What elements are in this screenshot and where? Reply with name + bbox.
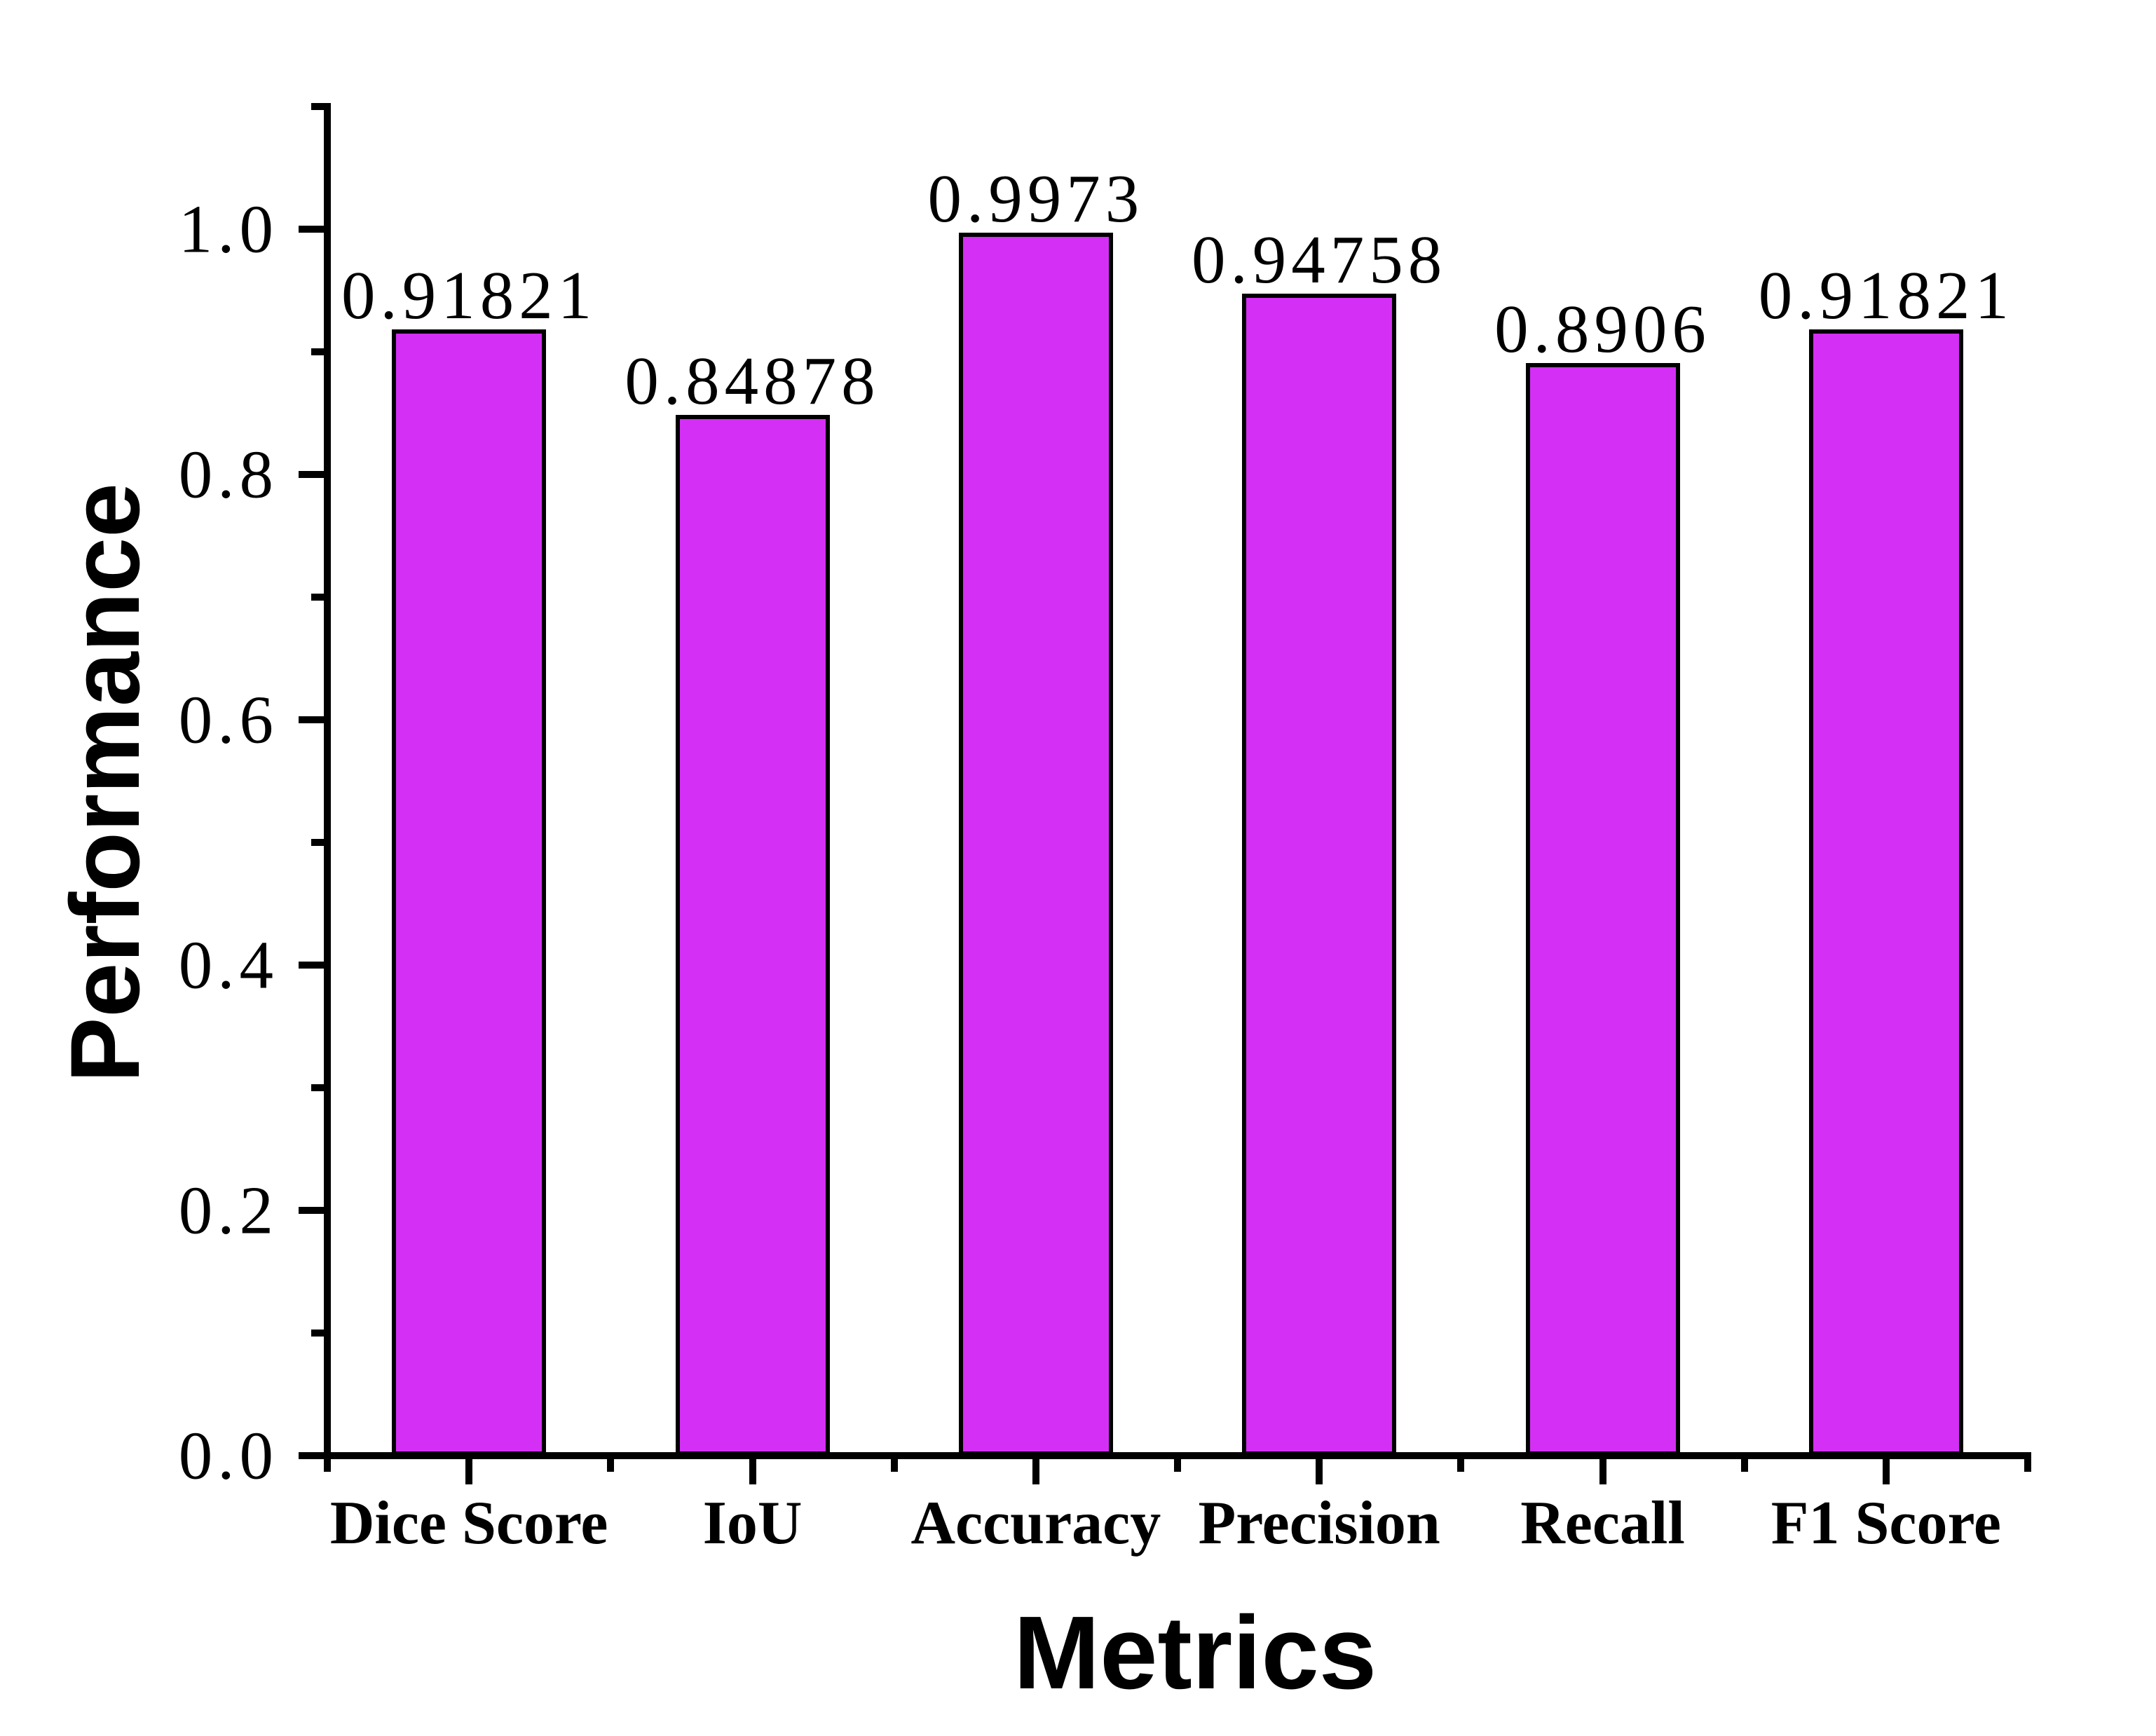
y-major-tick	[299, 471, 327, 478]
y-major-tick	[299, 716, 327, 723]
bar-iou	[675, 414, 830, 1456]
bar-value-label-accuracy: 0.9973	[927, 160, 1145, 236]
x-category-label-accuracy: Accuracy	[910, 1489, 1161, 1557]
x-major-tick	[1032, 1452, 1039, 1484]
x-category-label-iou: IoU	[702, 1489, 803, 1557]
y-minor-tick	[311, 1330, 327, 1337]
y-tick-label: 0.4	[178, 927, 278, 1003]
x-category-label-recall: Recall	[1520, 1489, 1685, 1557]
x-category-label-f1-score: F1 Score	[1770, 1489, 2001, 1557]
y-minor-tick	[311, 839, 327, 846]
x-minor-tick	[1740, 1452, 1748, 1472]
bar-value-label-precision: 0.94758	[1192, 221, 1447, 297]
y-tick-label: 0.8	[178, 437, 278, 512]
bar-accuracy	[958, 232, 1113, 1456]
bar-recall	[1525, 363, 1680, 1456]
x-minor-tick	[607, 1452, 615, 1472]
y-major-tick	[299, 962, 327, 969]
y-tick-label: 0.0	[178, 1418, 278, 1494]
x-category-label-precision: Precision	[1198, 1489, 1440, 1557]
x-minor-tick	[324, 1452, 331, 1472]
y-axis-title: Performance	[50, 483, 160, 1083]
x-major-tick	[465, 1452, 473, 1484]
x-major-tick	[1316, 1452, 1323, 1484]
x-minor-tick	[1457, 1452, 1465, 1472]
x-minor-tick	[2024, 1452, 2031, 1472]
x-major-tick	[1599, 1452, 1606, 1484]
y-tick-label: 0.6	[178, 682, 278, 758]
x-minor-tick	[890, 1452, 898, 1472]
x-major-tick	[1882, 1452, 1890, 1484]
x-major-tick	[749, 1452, 756, 1484]
bar-precision	[1242, 293, 1397, 1456]
y-axis-line	[324, 103, 331, 1459]
y-tick-label: 1.0	[178, 191, 278, 267]
bar-value-label-dice-score: 0.91821	[341, 258, 597, 334]
x-category-label-dice-score: Dice Score	[329, 1489, 608, 1557]
y-minor-tick	[311, 594, 327, 601]
y-minor-tick	[311, 348, 327, 355]
bar-value-label-iou: 0.84878	[625, 343, 880, 418]
y-major-tick	[299, 1207, 327, 1214]
x-minor-tick	[1174, 1452, 1181, 1472]
bar-f1-score	[1808, 329, 1963, 1456]
y-minor-tick	[311, 1084, 327, 1091]
bar-value-label-f1-score: 0.91821	[1758, 258, 2014, 334]
x-axis-title: Metrics	[1013, 1595, 1377, 1711]
y-major-tick	[299, 1452, 327, 1459]
y-major-tick	[299, 226, 327, 233]
bar-dice-score	[392, 329, 547, 1456]
y-minor-tick	[311, 103, 327, 110]
y-tick-label: 0.2	[178, 1173, 278, 1248]
bar-value-label-recall: 0.8906	[1494, 292, 1711, 367]
